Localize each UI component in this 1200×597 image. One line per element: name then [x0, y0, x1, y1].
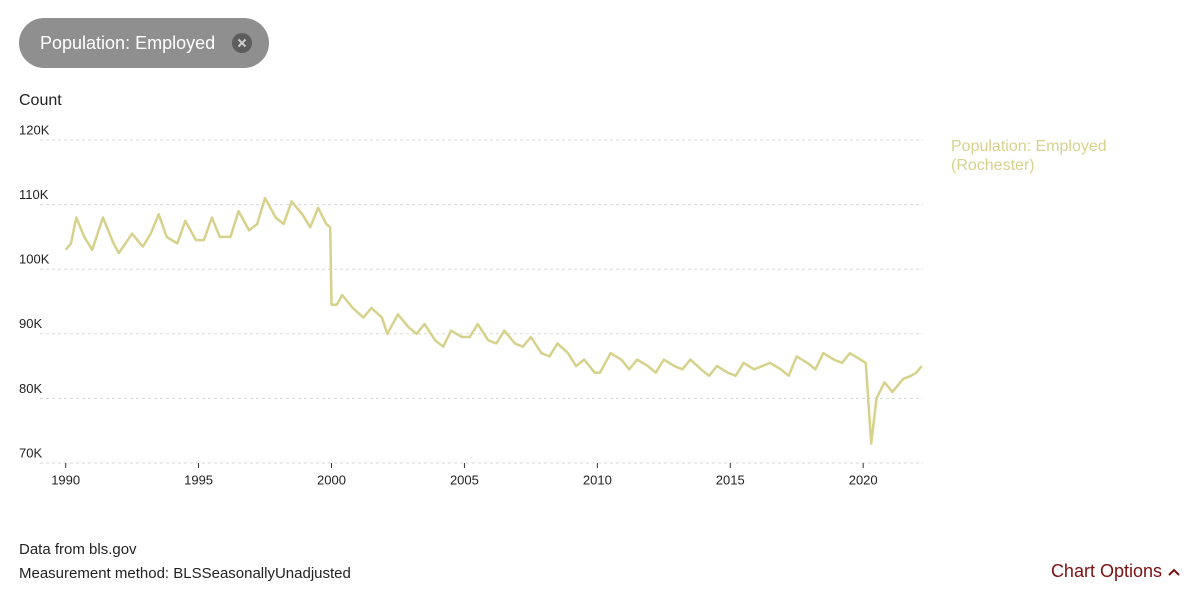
y-tick-label: 70K	[19, 445, 42, 460]
chevron-icon	[1168, 568, 1180, 576]
method-note: Measurement method: BLSSeasonallyUnadjus…	[19, 565, 351, 582]
chart-options-label: Chart Options	[1050, 561, 1162, 581]
legend-entry[interactable]: Population: Employed (Rochester)	[951, 138, 1107, 174]
y-tick-label: 100K	[19, 252, 50, 267]
chart: Count 70K 80K 90K 100K 110K 120K 1990 1995 2000 2…	[19, 92, 923, 487]
y-tick-label: 120K	[19, 122, 50, 137]
source-note: Data from bls.gov	[19, 541, 137, 558]
y-tick-label: 110K	[19, 187, 49, 202]
x-tick-label: 2020	[849, 472, 878, 487]
y-tick-label: 80K	[19, 381, 42, 396]
remove-icon[interactable]	[232, 33, 252, 53]
y-axis-label: Count	[19, 92, 62, 109]
filter-chip[interactable]: Population: Employed	[19, 18, 269, 68]
x-tick-label: 1995	[184, 472, 213, 487]
chart-options-button[interactable]: Chart Options	[1051, 561, 1180, 582]
x-tick-label: 2010	[583, 472, 612, 487]
x-tick-label: 2005	[450, 472, 479, 487]
x-tick-label: 2015	[716, 472, 745, 487]
x-tick-label: 1990	[51, 472, 80, 487]
filter-chip-label: Population: Employed	[40, 32, 216, 53]
y-tick-label: 90K	[19, 316, 42, 331]
data-line	[64, 196, 923, 445]
x-tick-label: 2000	[317, 472, 346, 487]
